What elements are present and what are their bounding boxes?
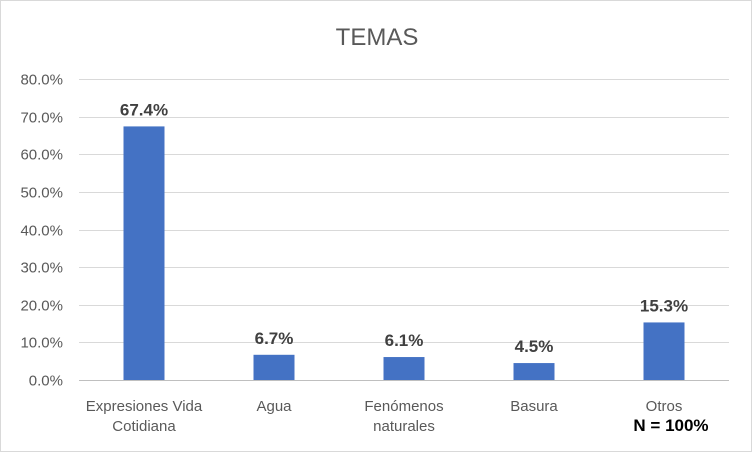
data-label: 15.3% xyxy=(640,296,688,315)
y-tick-label: 30.0% xyxy=(20,260,63,277)
bar xyxy=(513,363,555,380)
bar xyxy=(643,322,685,380)
x-axis-categories: Expresiones Vida Cotidiana Agua Fenómenos na… xyxy=(86,398,683,435)
category-label: Agua xyxy=(256,398,292,415)
y-tick-label: 80.0% xyxy=(20,72,63,89)
y-tick-label: 0.0% xyxy=(29,373,63,390)
sample-size-note: N = 100% xyxy=(633,416,708,435)
bar xyxy=(253,354,295,380)
category-label: Basura xyxy=(510,398,558,415)
data-label: 67.4% xyxy=(120,100,168,119)
chart-title: TEMAS xyxy=(336,24,419,51)
y-tick-label: 40.0% xyxy=(20,223,63,240)
category-label: naturales xyxy=(373,418,435,435)
data-labels: 67.4% 6.7% 6.1% 4.5% 15.3% xyxy=(120,100,688,356)
category-label: Otros xyxy=(646,398,683,415)
gridlines xyxy=(79,79,729,381)
bars xyxy=(123,126,685,380)
category-label: Fenómenos xyxy=(364,398,443,415)
y-axis-ticks: 0.0% 10.0% 20.0% 30.0% 40.0% 50.0% 60.0% 70.0% 8… xyxy=(20,72,63,390)
y-tick-label: 70.0% xyxy=(20,110,63,127)
data-label: 4.5% xyxy=(515,337,554,356)
bar xyxy=(123,126,165,380)
category-label: Cotidiana xyxy=(112,418,176,435)
bar xyxy=(383,357,425,380)
y-tick-label: 10.0% xyxy=(20,335,63,352)
y-tick-label: 60.0% xyxy=(20,147,63,164)
y-tick-label: 50.0% xyxy=(20,185,63,202)
data-label: 6.7% xyxy=(255,329,294,348)
data-label: 6.1% xyxy=(385,331,424,350)
category-label: Expresiones Vida xyxy=(86,398,203,415)
y-tick-label: 20.0% xyxy=(20,298,63,315)
